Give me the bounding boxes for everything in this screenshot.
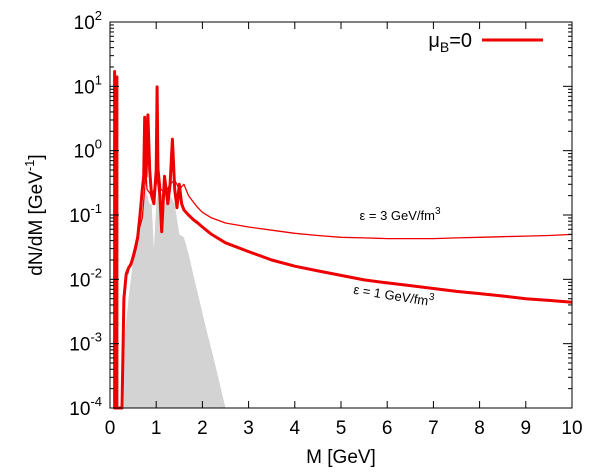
x-tick-label: 10 [561,418,582,439]
annotation-eps-3-text: ε = 3 GeV/fm [359,208,435,223]
y-axis-label: dN/dM [GeV-1] [22,154,47,275]
annotation-eps-3: ε = 3 GeV/fm3 [359,206,441,223]
x-tick-label: 1 [151,418,162,439]
x-tick-label: 5 [336,418,347,439]
x-axis-label: M [GeV] [306,447,376,468]
x-tick-label: 6 [382,418,393,439]
y-tick-label: 10-4 [69,394,102,420]
x-tick-label: 9 [521,418,532,439]
series-eps-1-line [113,70,573,410]
legend: μB=0 [428,30,543,55]
y-axis-label-main: dN/dM [GeV [26,171,47,276]
y-axis-label-close: ] [26,154,47,159]
y-tick-label: 100 [74,137,102,163]
y-tick-label: 102 [74,8,102,34]
x-tick-label: 7 [428,418,439,439]
y-axis-label-exponent: -1 [22,160,37,172]
background-band [123,189,226,408]
background-band-layer [123,189,226,408]
legend-rest: =0 [449,30,472,52]
annotation-eps-3-exponent: 3 [435,206,441,217]
x-tick-label: 8 [474,418,485,439]
annotation-eps-1-exponent: 3 [428,292,436,304]
x-tick-label: 4 [290,418,301,439]
y-tick-label: 101 [74,72,102,98]
x-tick-label: 2 [197,418,208,439]
series-layer [113,70,573,410]
legend-label: μB=0 [428,30,472,55]
legend-mu: μ [428,30,440,52]
tick-layer: 0 1 2 3 4 5 6 7 8 9 10 10-4 10-3 10-2 10-1 100 101 102 [69,8,582,439]
legend-sub: B [440,39,449,55]
x-tick-label: 3 [243,418,254,439]
x-tick-label: 0 [105,418,116,439]
y-tick-label: 10-3 [69,330,102,356]
series-eps-3-line [126,150,573,275]
y-tick-label: 10-2 [69,265,102,291]
y-tick-label: 10-1 [69,201,102,227]
